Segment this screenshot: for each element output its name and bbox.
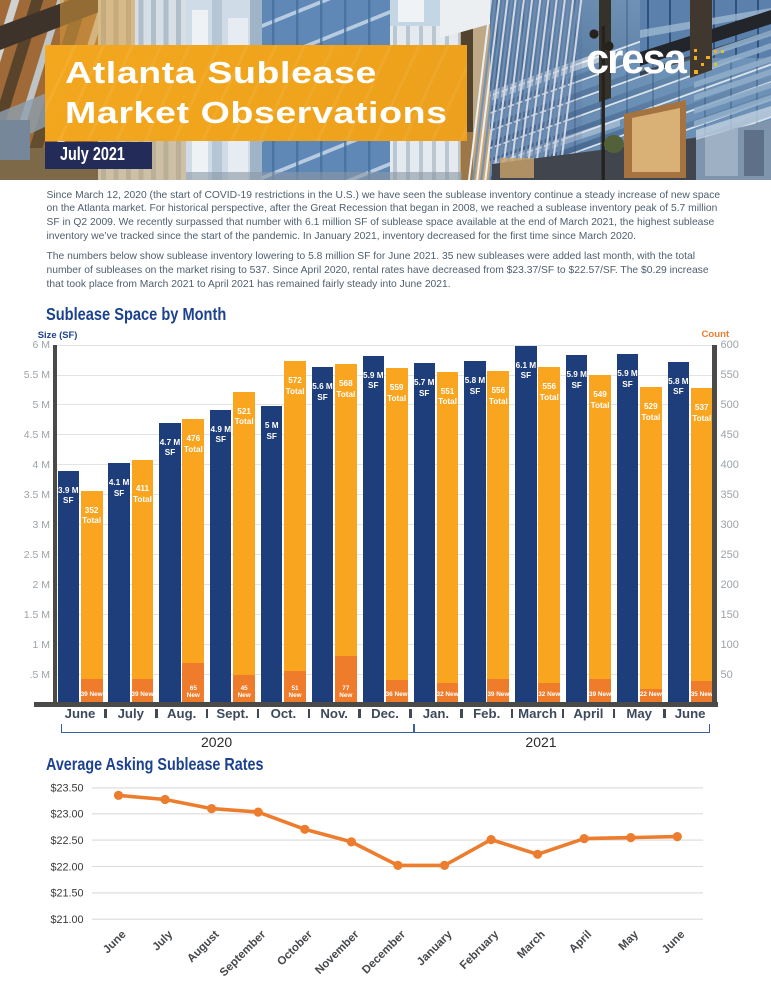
svg-text:June: June (660, 929, 687, 956)
svg-text:November: November (313, 928, 362, 977)
svg-text:August: August (185, 929, 222, 966)
svg-text:July: July (150, 928, 175, 953)
svg-text:$21.00: $21.00 (50, 914, 83, 926)
svg-text:October: October (275, 928, 315, 968)
svg-text:$23.00: $23.00 (50, 809, 83, 821)
svg-text:April: April (567, 929, 594, 956)
svg-text:$22.00: $22.00 (50, 861, 83, 873)
svg-text:February: February (458, 928, 502, 972)
svg-text:$22.50: $22.50 (50, 835, 83, 847)
svg-text:$23.50: $23.50 (50, 783, 83, 795)
svg-text:January: January (415, 928, 455, 968)
svg-text:September: September (218, 928, 269, 979)
svg-text:June: June (101, 929, 128, 956)
svg-text:$21.50: $21.50 (50, 888, 83, 900)
svg-text:March: March (515, 929, 547, 961)
svg-text:May: May (617, 928, 642, 953)
svg-text:December: December (360, 928, 408, 976)
